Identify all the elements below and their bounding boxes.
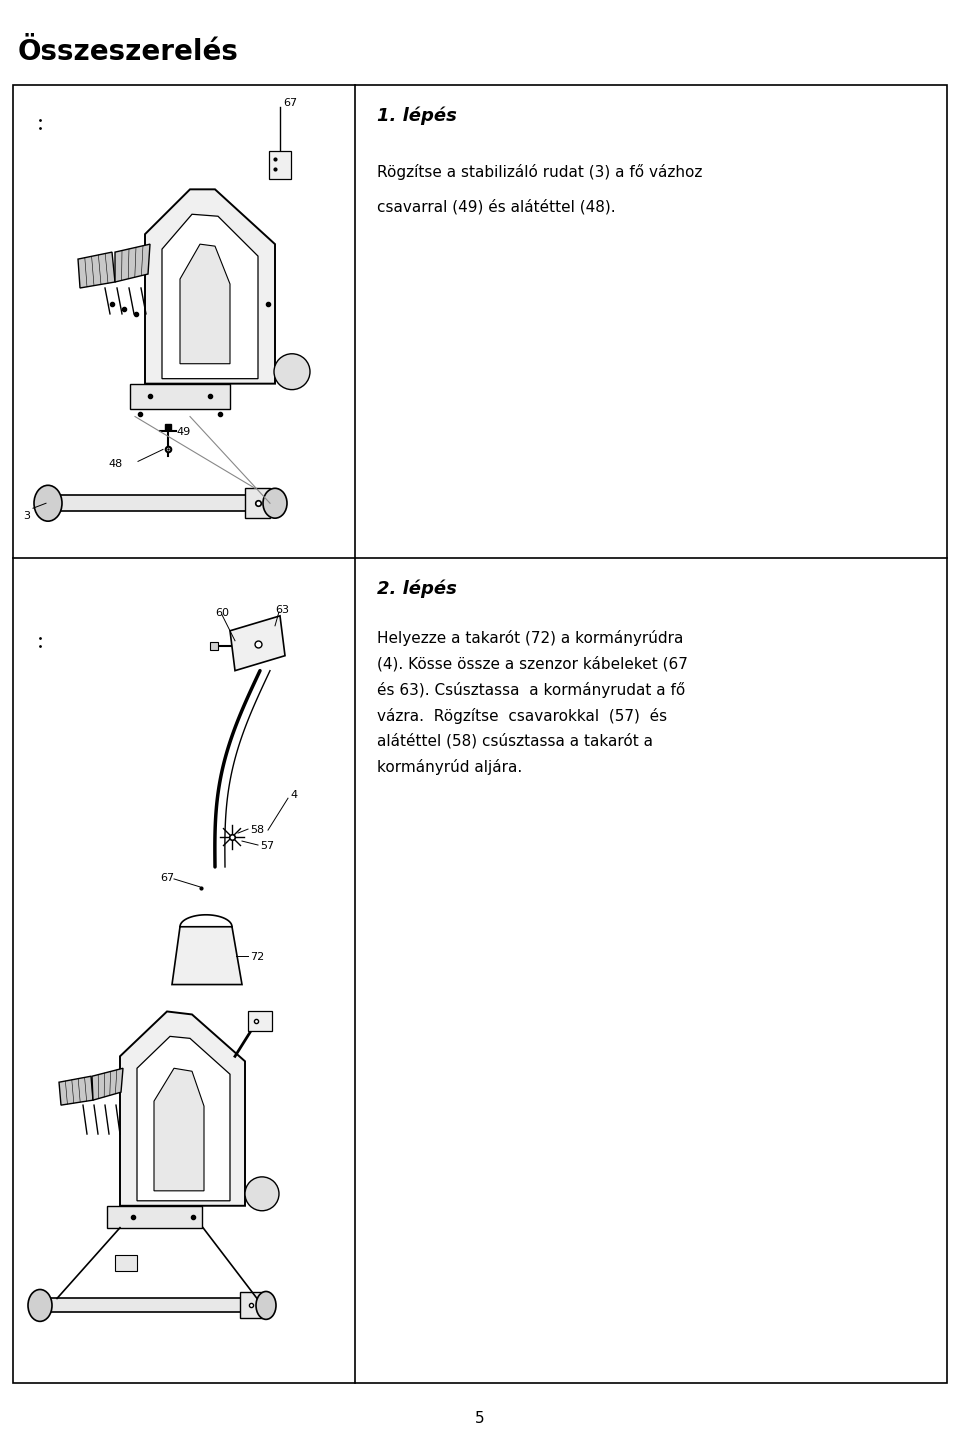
Text: alátéttel (58) csúsztassa a takarót a: alátéttel (58) csúsztassa a takarót a <box>377 733 653 749</box>
Polygon shape <box>92 1069 123 1100</box>
Ellipse shape <box>256 1292 276 1319</box>
Text: 58: 58 <box>250 825 264 835</box>
Text: és 63). Csúsztassa  a kormányrudat a fő: és 63). Csúsztassa a kormányrudat a fő <box>377 682 685 697</box>
Text: kormányrúd aljára.: kormányrúd aljára. <box>377 759 522 776</box>
Text: 1. lépés: 1. lépés <box>377 107 457 126</box>
Bar <box>269 151 291 180</box>
Bar <box>210 642 218 650</box>
Polygon shape <box>172 927 242 985</box>
Bar <box>107 1206 202 1228</box>
Bar <box>240 1292 262 1319</box>
Ellipse shape <box>274 354 310 390</box>
PathPatch shape <box>120 1012 245 1206</box>
Text: Rögzítse a stabilizáló rudat (3) a fő vázhoz: Rögzítse a stabilizáló rudat (3) a fő vá… <box>377 164 703 180</box>
Polygon shape <box>59 1076 93 1105</box>
Bar <box>40 1299 262 1312</box>
Text: 60: 60 <box>215 607 229 617</box>
Bar <box>115 1255 137 1270</box>
PathPatch shape <box>154 1069 204 1190</box>
Ellipse shape <box>34 486 62 522</box>
Text: Összeszerelés: Összeszerelés <box>18 37 239 66</box>
Polygon shape <box>78 252 115 289</box>
Text: 67: 67 <box>283 97 298 107</box>
Text: 72: 72 <box>250 952 264 962</box>
Text: 2. lépés: 2. lépés <box>377 580 457 599</box>
Bar <box>245 489 270 519</box>
Text: (4). Kösse össze a szenzor kábeleket (67: (4). Kösse össze a szenzor kábeleket (67 <box>377 656 688 672</box>
PathPatch shape <box>145 189 275 383</box>
Text: csavarral (49) és alátéttel (48).: csavarral (49) és alátéttel (48). <box>377 199 615 214</box>
Text: 63: 63 <box>275 604 289 614</box>
PathPatch shape <box>180 244 230 364</box>
PathPatch shape <box>137 1036 230 1200</box>
Ellipse shape <box>245 1177 279 1210</box>
Ellipse shape <box>263 489 287 519</box>
PathPatch shape <box>162 214 258 379</box>
Text: 67: 67 <box>160 873 174 883</box>
Polygon shape <box>115 244 150 282</box>
Text: 48: 48 <box>108 459 122 469</box>
Polygon shape <box>230 616 285 670</box>
Bar <box>48 496 270 512</box>
Text: 49: 49 <box>176 426 190 436</box>
Ellipse shape <box>28 1289 52 1322</box>
Text: 5: 5 <box>475 1410 485 1426</box>
Text: 4: 4 <box>290 790 298 800</box>
Text: 3: 3 <box>23 512 30 522</box>
Bar <box>130 383 230 409</box>
Bar <box>248 1012 272 1032</box>
Text: Helyezze a takarót (72) a kormányrúdra: Helyezze a takarót (72) a kormányrúdra <box>377 630 684 646</box>
Text: 57: 57 <box>260 842 275 852</box>
Text: vázra.  Rögzítse  csavarokkal  (57)  és: vázra. Rögzítse csavarokkal (57) és <box>377 707 667 723</box>
